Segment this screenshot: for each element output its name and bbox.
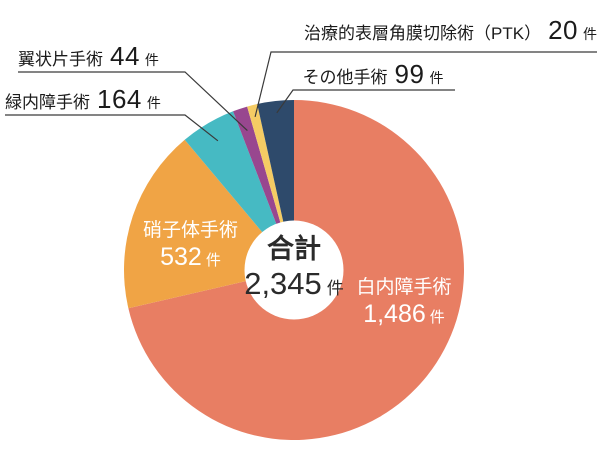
leader-line-ptk [254, 51, 597, 118]
vitrectomy-value: 532 [160, 243, 202, 271]
pterygium-label-text: 翼状片手術 [18, 50, 103, 69]
ptk-value: 20 [548, 15, 578, 45]
glaucoma-unit: 件 [146, 95, 161, 111]
pterygium-unit: 件 [144, 52, 159, 68]
pterygium-value: 44 [110, 41, 140, 71]
label-cataract-surgery: 白内障手術 1,486 件 [309, 276, 499, 332]
ptk-label-text: 治療的表層角膜切除術（PTK） [304, 24, 542, 43]
label-glaucoma-surgery: 緑内障手術 164 件 [5, 84, 161, 119]
vitrectomy-unit: 件 [205, 252, 221, 269]
donut-hole [244, 220, 344, 320]
glaucoma-value: 164 [97, 84, 142, 114]
label-ptk-surgery: 治療的表層角膜切除術（PTK） 20 件 [260, 15, 597, 50]
total-value: 2,345 [244, 266, 322, 301]
total-title: 合計 [267, 234, 321, 264]
label-vitrectomy-surgery: 硝子体手術 532 件 [98, 219, 283, 275]
total-unit: 件 [326, 279, 344, 298]
leader-line-glaucoma [5, 114, 219, 142]
other-value: 99 [394, 59, 425, 89]
other-unit: 件 [429, 70, 444, 86]
label-pterygium-surgery: 翼状片手術 44 件 [18, 41, 159, 76]
label-other-surgery: その他手術 99 件 [290, 59, 456, 94]
cataract-unit: 件 [429, 309, 445, 326]
cataract-label-text: 白内障手術 [356, 277, 452, 298]
leader-line-pterygium [18, 71, 248, 132]
total-label: 合計 2,345 件 [214, 233, 374, 307]
glaucoma-label-text: 緑内障手術 [5, 93, 90, 112]
leader-line-other [276, 89, 455, 114]
ptk-unit: 件 [583, 26, 597, 42]
cataract-value: 1,486 [363, 300, 426, 328]
vitrectomy-label-text: 硝子体手術 [142, 220, 238, 241]
other-label-text: その他手術 [302, 68, 388, 87]
